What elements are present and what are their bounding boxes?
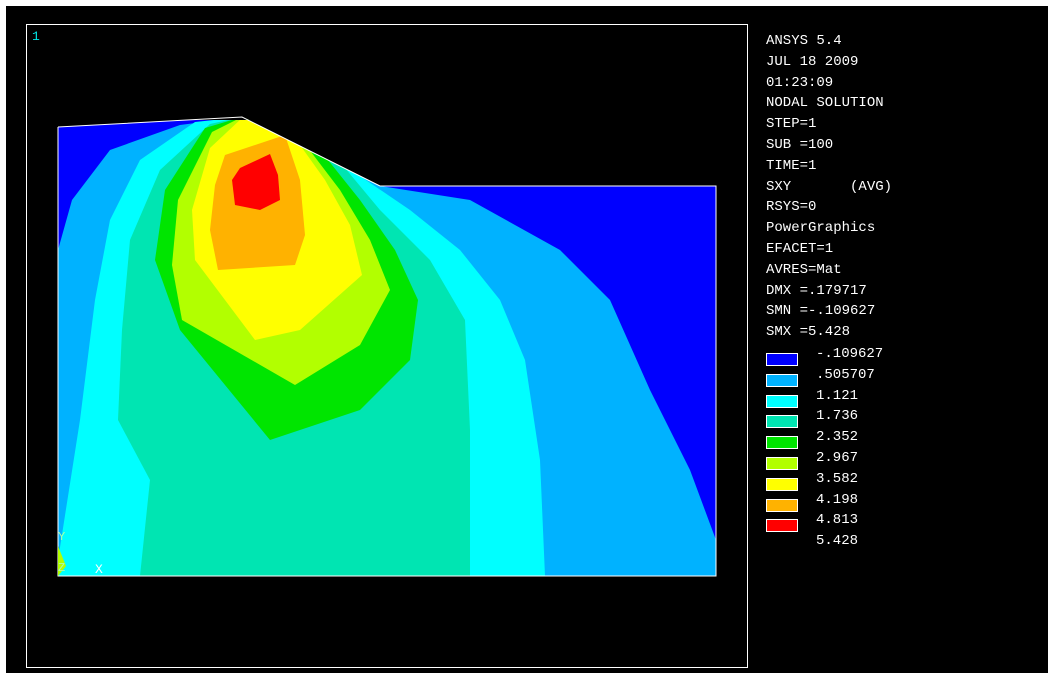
legend-swatch: [766, 498, 798, 512]
legend-value: .505707: [816, 366, 875, 383]
window-number: 1: [32, 29, 40, 44]
y-axis-label: Y: [58, 530, 66, 544]
legend-entry: 1.736: [766, 406, 966, 429]
legend-swatch: [766, 373, 798, 387]
legend-value: 2.967: [816, 450, 859, 466]
legend-swatch: [766, 353, 798, 366]
legend-swatch: [766, 457, 798, 470]
legend-entry: 2.352: [766, 427, 966, 450]
model-top-void: [58, 117, 716, 186]
time-value-text: TIME=1: [766, 157, 817, 174]
legend-entry: 2.967: [766, 448, 966, 470]
legend-value: 1.121: [816, 387, 859, 404]
efacet-text: EFACET=1: [766, 240, 834, 257]
legend-swatch: [766, 415, 798, 429]
legend-swatch: [766, 519, 798, 533]
legend-value: 3.582: [816, 470, 859, 487]
smx-text: SMX =5.428: [766, 324, 851, 341]
result-item-text: SXY (AVG): [766, 178, 893, 195]
legend-entry: 1.121: [766, 386, 966, 408]
solution-type-text: NODAL SOLUTION: [766, 95, 884, 112]
step-text: STEP=1: [766, 116, 817, 133]
legend-value: 4.198: [816, 491, 859, 508]
legend-swatch: [766, 436, 798, 450]
legend-value: 1.736: [816, 408, 859, 425]
z-axis-label: Z: [58, 561, 66, 575]
legend-entry: 5.428: [766, 531, 966, 552]
legend-value: 2.352: [816, 429, 859, 446]
legend-swatch: [766, 477, 798, 491]
contour-band-9: [232, 154, 280, 210]
legend-entry: 4.198: [766, 490, 966, 512]
legend-entry: .505707: [766, 365, 966, 387]
legend-swatch: [766, 394, 798, 408]
date-text: JUL 18 2009: [766, 53, 859, 70]
triad-marker: [58, 546, 66, 576]
dmx-text: DMX =.179717: [766, 282, 867, 299]
plot-info-panel: ANSYS 5.4 JUL 18 2009 01:23:09 NODAL SOL…: [766, 31, 892, 343]
legend-entry: 4.813: [766, 510, 966, 533]
legend-value: 4.813: [816, 512, 859, 529]
legend-entry: -.109627: [766, 344, 966, 366]
viewport-frame: [26, 24, 748, 668]
substep-text: SUB =100: [766, 136, 834, 153]
legend-value: -.109627: [816, 346, 884, 362]
smn-text: SMN =-.109627: [766, 303, 876, 320]
x-axis-label: X: [95, 562, 103, 577]
avres-text: AVRES=Mat: [766, 261, 842, 278]
legend-entry: 3.582: [766, 469, 966, 491]
rsys-text: RSYS=0: [766, 199, 817, 216]
version-text: ANSYS 5.4: [766, 33, 842, 49]
time-text: 01:23:09: [766, 74, 834, 91]
graphics-mode-text: PowerGraphics: [766, 220, 876, 237]
legend-value: 5.428: [816, 533, 859, 550]
